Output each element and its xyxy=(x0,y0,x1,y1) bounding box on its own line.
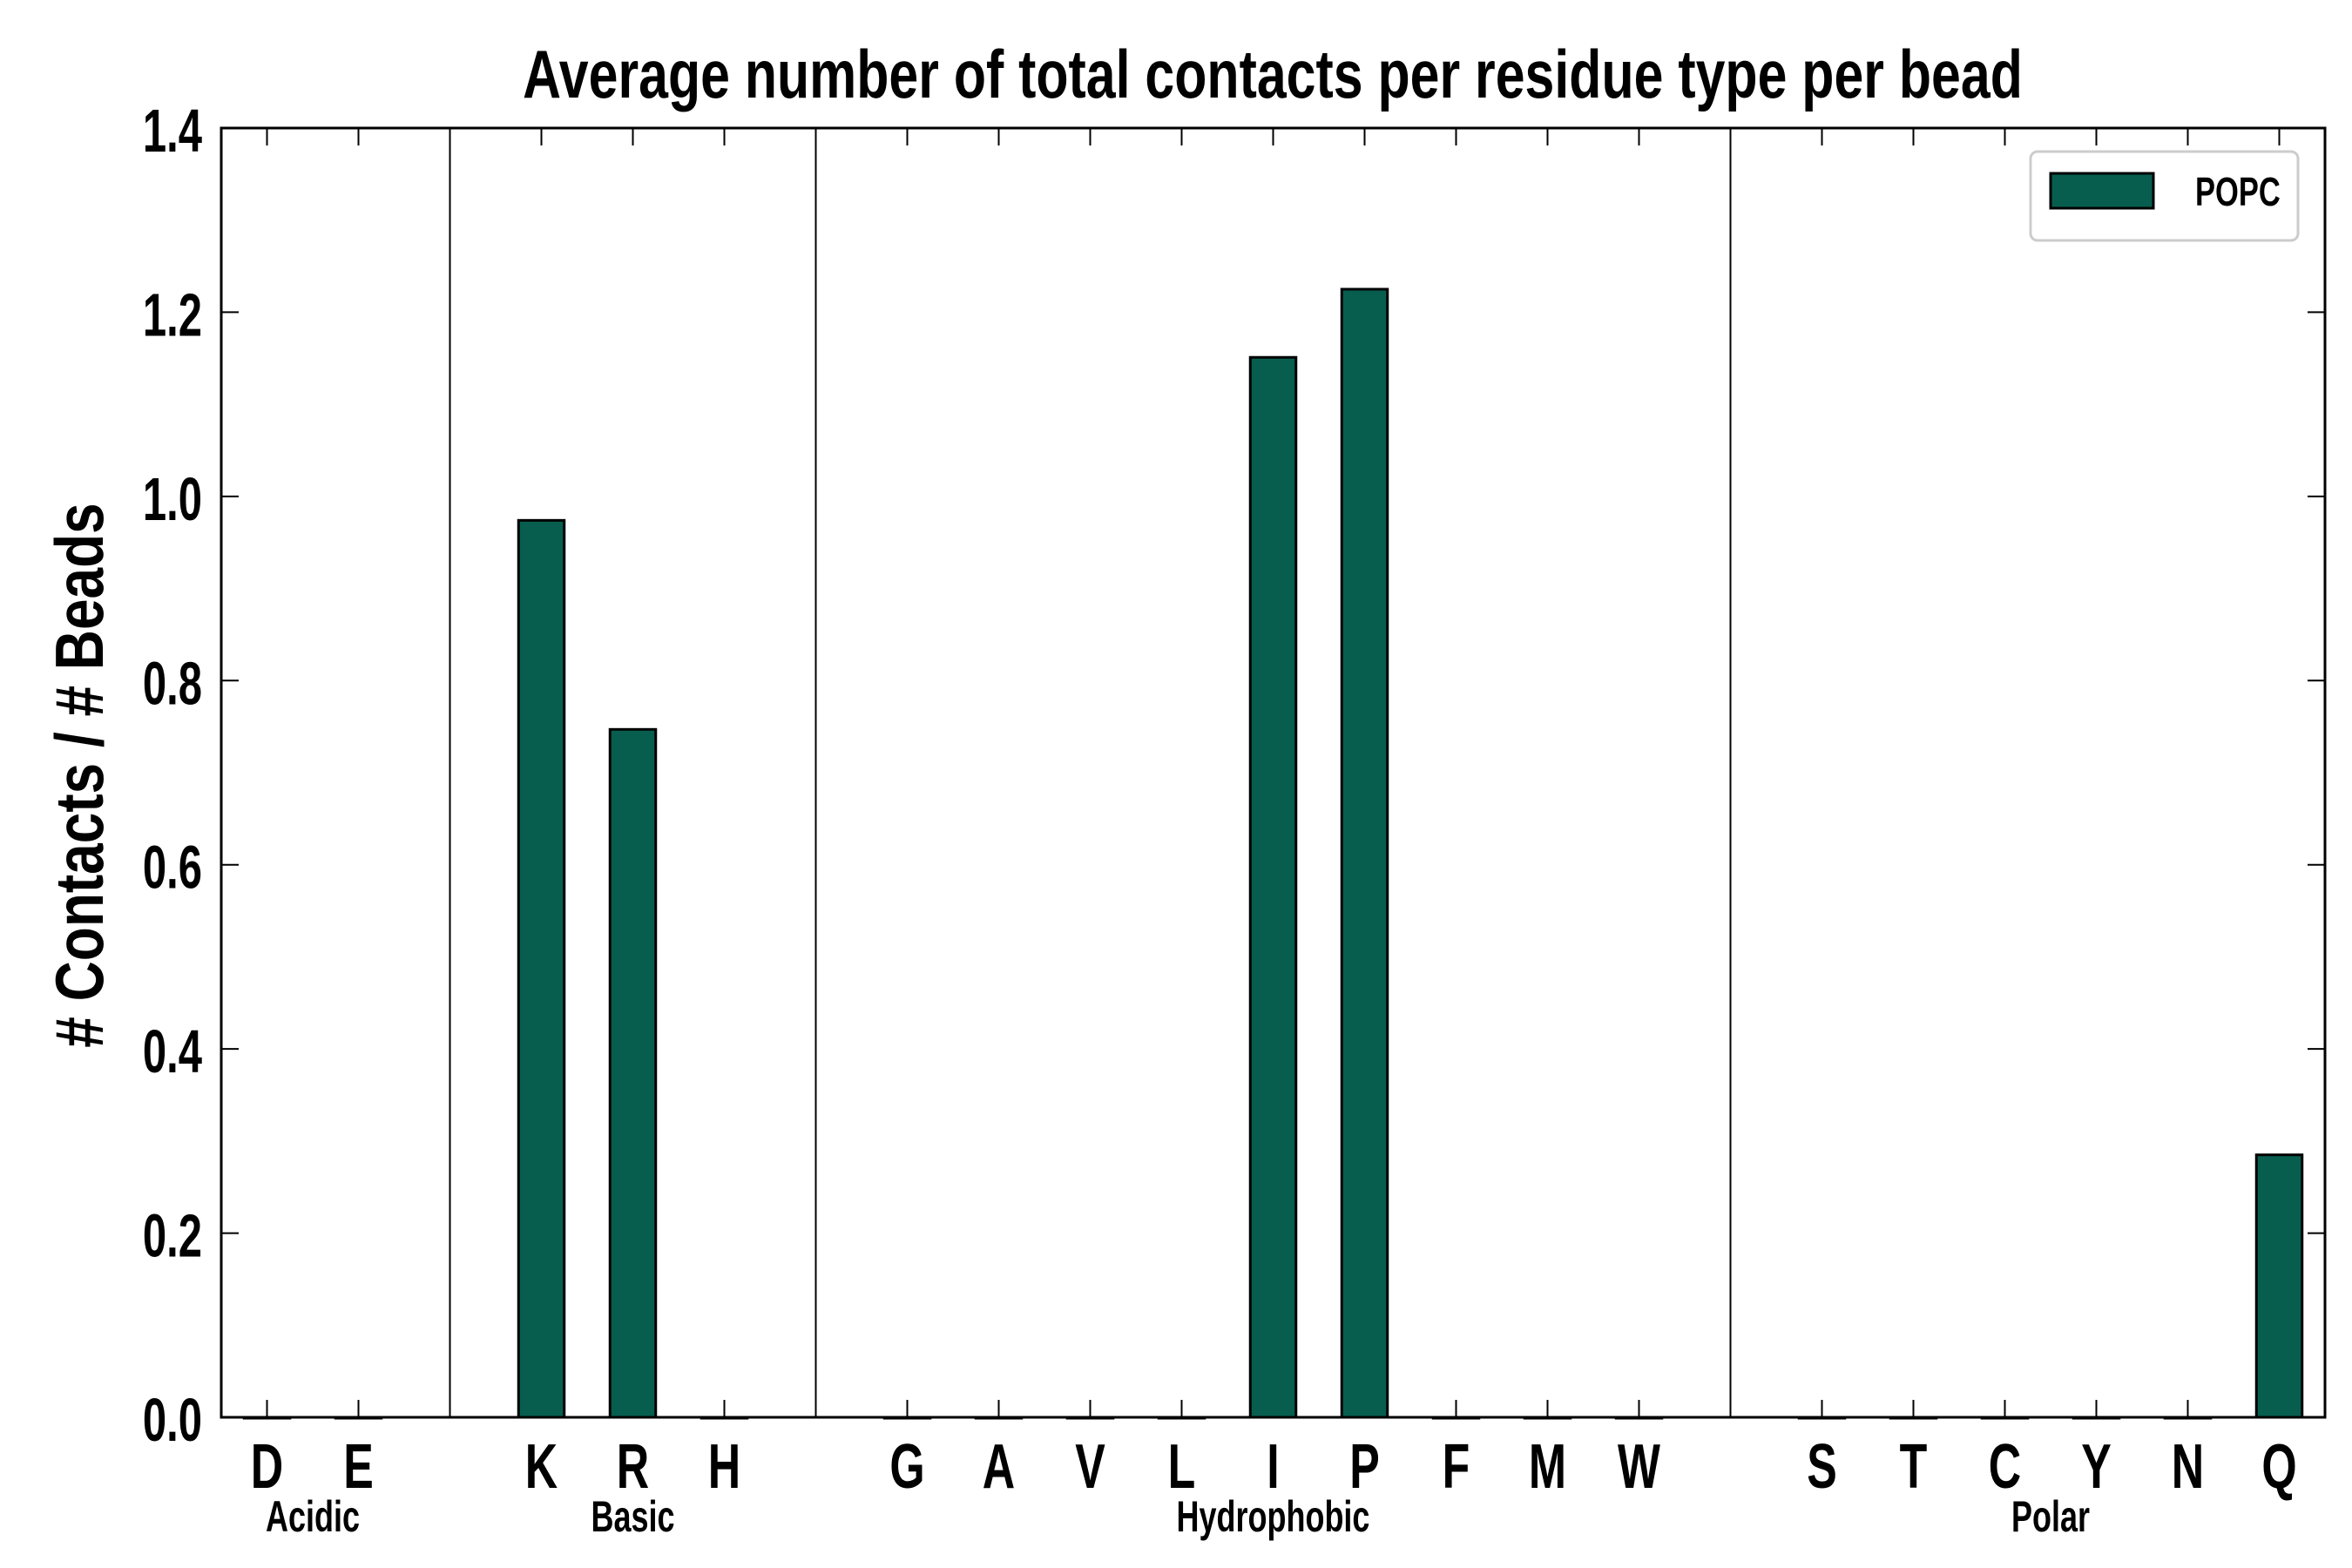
y-axis-label: # Contacts / # Beads xyxy=(42,503,118,1047)
y-tick-label: 0.6 xyxy=(143,833,202,902)
y-tick-label: 1.4 xyxy=(143,96,202,165)
y-tick-label: 1.0 xyxy=(143,464,202,533)
chart-title: Average number of total contacts per res… xyxy=(523,37,2023,112)
bar-p xyxy=(1340,287,1389,1419)
x-tick-label: P xyxy=(1349,1432,1380,1502)
y-tick-label: 0.0 xyxy=(143,1385,202,1454)
x-tick-label: V xyxy=(1075,1432,1105,1502)
x-tick-label: Y xyxy=(2081,1432,2112,1502)
x-tick-label: F xyxy=(1443,1432,1470,1502)
legend-label-popc: POPC xyxy=(2195,169,2281,214)
x-tick-label: W xyxy=(1618,1432,1661,1502)
x-tick-label: R xyxy=(617,1432,649,1502)
x-tick-label: C xyxy=(1989,1432,2021,1502)
y-tick-label: 0.4 xyxy=(143,1017,202,1085)
y-tick-label: 1.2 xyxy=(143,280,202,349)
bar-r xyxy=(608,727,658,1419)
group-label: Polar xyxy=(2011,1493,2090,1541)
x-tick-label: K xyxy=(525,1432,558,1502)
x-tick-label: H xyxy=(708,1432,740,1502)
x-tick-label: M xyxy=(1529,1432,1566,1502)
y-tick-label: 0.8 xyxy=(143,649,202,718)
group-label: Hydrophobic xyxy=(1177,1493,1370,1541)
x-tick-label: A xyxy=(983,1432,1015,1502)
x-tick-label: Q xyxy=(2261,1432,2296,1502)
y-tick-label: 0.2 xyxy=(143,1201,202,1270)
x-tick-label: T xyxy=(1900,1432,1928,1502)
x-tick-label: N xyxy=(2172,1432,2204,1502)
bar-q xyxy=(2254,1153,2304,1419)
x-tick-label: L xyxy=(1168,1432,1196,1502)
x-tick-label: I xyxy=(1267,1432,1279,1502)
x-tick-label: D xyxy=(251,1432,283,1502)
x-tick-label: E xyxy=(343,1432,374,1502)
x-tick-label: S xyxy=(1807,1432,1837,1502)
bar-k xyxy=(517,518,566,1419)
plot-frame xyxy=(220,126,2327,1419)
group-label: Basic xyxy=(591,1493,674,1541)
legend-swatch-popc xyxy=(2049,172,2155,210)
bar-i xyxy=(1248,355,1298,1419)
legend: POPC xyxy=(2029,150,2300,242)
x-tick-label: G xyxy=(889,1432,924,1502)
group-label: Acidic xyxy=(266,1493,360,1541)
